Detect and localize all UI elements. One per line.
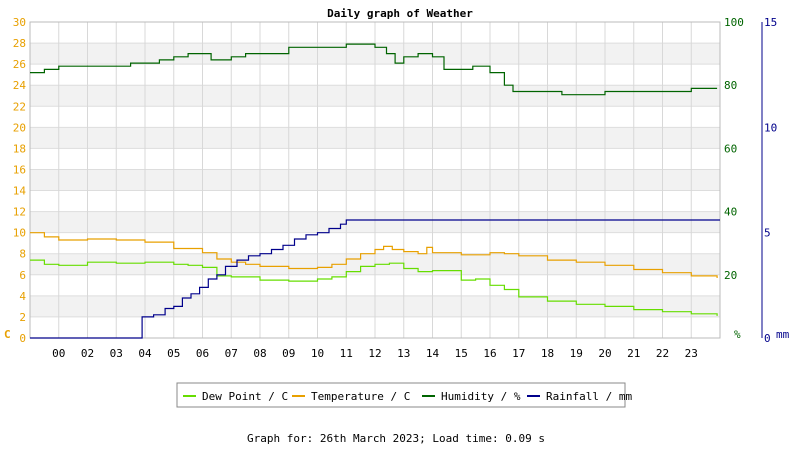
hour-tick-label: 15 bbox=[455, 347, 468, 360]
temperature-tick-label: 20 bbox=[13, 121, 26, 134]
rainfall-unit-label: mm bbox=[776, 328, 790, 341]
humidity-axis-ticks: 20 40 60 80 100 bbox=[724, 16, 744, 282]
temperature-tick-label: 2 bbox=[19, 311, 26, 324]
legend-box bbox=[176, 382, 626, 408]
temperature-tick-label: 6 bbox=[19, 269, 26, 282]
hour-tick-label: 10 bbox=[311, 347, 324, 360]
legend: Dew Point / C Temperature / C Humidity / %… bbox=[176, 382, 632, 408]
hour-tick-label: 05 bbox=[167, 347, 180, 360]
hour-tick-label: 19 bbox=[570, 347, 583, 360]
temperature-tick-label: 10 bbox=[13, 227, 26, 240]
hour-tick-label: 14 bbox=[426, 347, 440, 360]
series-lines bbox=[30, 43, 720, 339]
humidity-unit-label: % bbox=[734, 328, 741, 341]
humidity-tick-label: 40 bbox=[724, 206, 737, 219]
rainfall-axis-ticks: 0 5 10 15 bbox=[764, 16, 777, 345]
hour-tick-label: 08 bbox=[253, 347, 266, 360]
humidity-tick-label: 20 bbox=[724, 269, 737, 282]
temperature-tick-label: 14 bbox=[13, 185, 27, 198]
hour-tick-label: 21 bbox=[627, 347, 640, 360]
series-line-0 bbox=[30, 259, 718, 316]
temperature-tick-label: 30 bbox=[13, 16, 26, 29]
hour-tick-label: 22 bbox=[656, 347, 669, 360]
legend-items: Dew Point / C Temperature / C Humidity / %… bbox=[183, 390, 632, 403]
hour-tick-label: 23 bbox=[685, 347, 698, 360]
humidity-tick-label: 60 bbox=[724, 142, 737, 155]
chart-title: Daily graph of Weather bbox=[327, 7, 473, 20]
hour-tick-label: 09 bbox=[282, 347, 295, 360]
temperature-tick-label: 28 bbox=[13, 37, 26, 50]
legend-label: Humidity / % bbox=[441, 390, 521, 403]
temperature-tick-label: 0 bbox=[19, 332, 26, 345]
temperature-tick-label: 24 bbox=[13, 79, 27, 92]
rainfall-tick-label: 15 bbox=[764, 16, 777, 29]
hour-tick-label: 00 bbox=[52, 347, 65, 360]
temperature-tick-label: 18 bbox=[13, 142, 26, 155]
rainfall-tick-label: 10 bbox=[764, 121, 777, 134]
graph-footer: Graph for: 26th March 2023; Load time: 0… bbox=[247, 432, 545, 445]
legend-label: Temperature / C bbox=[311, 390, 410, 403]
series-line-3 bbox=[30, 219, 720, 339]
hour-tick-label: 12 bbox=[368, 347, 381, 360]
temperature-tick-label: 12 bbox=[13, 206, 26, 219]
humidity-tick-label: 100 bbox=[724, 16, 744, 29]
rainfall-tick-label: 5 bbox=[764, 227, 771, 240]
temperature-unit-label: C bbox=[4, 328, 11, 341]
humidity-tick-label: 80 bbox=[724, 79, 737, 92]
hour-axis-ticks: 00 02 03 04 05 06 07 08 09 10 11 12 13 14 15 16 17 18 19 20… bbox=[52, 347, 698, 360]
temperature-tick-label: 4 bbox=[19, 290, 26, 303]
hour-tick-label: 20 bbox=[598, 347, 611, 360]
hour-tick-label: 13 bbox=[397, 347, 410, 360]
rainfall-tick-label: 0 bbox=[764, 332, 771, 345]
temperature-tick-label: 8 bbox=[19, 248, 26, 261]
series-line-2 bbox=[30, 43, 718, 96]
hour-tick-label: 06 bbox=[196, 347, 209, 360]
hour-tick-label: 04 bbox=[138, 347, 152, 360]
hour-tick-label: 16 bbox=[483, 347, 496, 360]
hour-tick-label: 07 bbox=[225, 347, 238, 360]
temperature-tick-label: 26 bbox=[13, 58, 26, 71]
hour-tick-label: 18 bbox=[541, 347, 554, 360]
series-line-1 bbox=[30, 232, 718, 278]
legend-label: Rainfall / mm bbox=[546, 390, 632, 403]
hour-tick-label: 11 bbox=[340, 347, 353, 360]
plot-frame bbox=[29, 21, 721, 339]
hour-tick-label: 03 bbox=[110, 347, 123, 360]
hour-tick-label: 02 bbox=[81, 347, 94, 360]
temperature-tick-label: 16 bbox=[13, 163, 26, 176]
temperature-tick-label: 22 bbox=[13, 100, 26, 113]
hour-tick-label: 17 bbox=[512, 347, 525, 360]
legend-label: Dew Point / C bbox=[202, 390, 288, 403]
